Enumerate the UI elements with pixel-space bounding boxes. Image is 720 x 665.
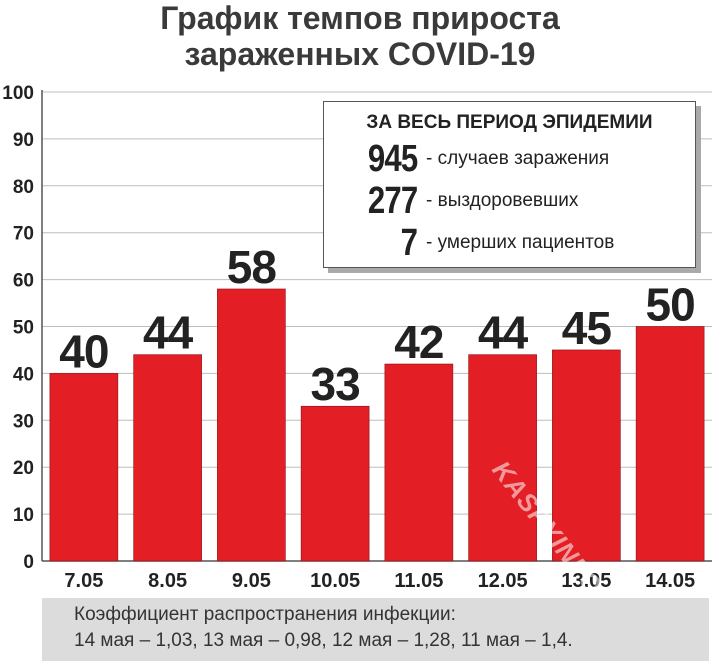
x-tick-label: 7.05 (64, 570, 103, 592)
y-tick-label: 70 (13, 224, 34, 245)
summary-label: - выздоровевших (426, 190, 579, 211)
bar (217, 288, 286, 562)
bar (384, 363, 454, 562)
data-label: 44 (478, 307, 529, 359)
bar (49, 373, 119, 562)
x-tick-label: 13.05 (561, 570, 611, 592)
x-tick-label: 12.05 (478, 570, 528, 592)
data-label: 33 (311, 358, 360, 410)
summary-row-cases: 945 - случаев заражения (324, 138, 695, 182)
summary-value: 945 (367, 138, 417, 180)
y-tick-label: 90 (13, 130, 34, 151)
summary-value: 7 (400, 222, 417, 264)
y-tick-label: 20 (13, 458, 34, 479)
bar-chart: 0 10 20 30 40 50 60 70 80 90 100 40 7.05 44 8.05 58 9.05… (2, 83, 712, 592)
data-label: 45 (562, 302, 612, 354)
data-label: 42 (394, 316, 443, 368)
y-tick-label: 40 (13, 364, 34, 385)
summary-label: - случаев заражения (426, 148, 610, 169)
x-tick-label: 11.05 (394, 570, 443, 592)
x-tick-label: 14.05 (645, 570, 695, 592)
bar (552, 349, 621, 562)
y-tick-label: 30 (13, 411, 34, 432)
chart-title: График темпов прироста зараженных COVID-… (0, 0, 720, 72)
data-label: 50 (646, 279, 695, 331)
bar (468, 354, 537, 562)
y-tick-label: 60 (13, 271, 34, 292)
epidemic-summary-box: ЗА ВЕСЬ ПЕРИОД ЭПИДЕМИИ 945 - случаев за… (323, 101, 696, 268)
summary-header: ЗА ВЕСЬ ПЕРИОД ЭПИДЕМИИ (366, 112, 653, 133)
chart-title-line-2: зараженных COVID-19 (184, 36, 536, 72)
x-tick-label: 8.05 (148, 570, 187, 592)
y-tick-label: 0 (23, 552, 34, 573)
bar (300, 405, 370, 562)
summary-row-deaths: 7 - умерших пациентов (324, 222, 695, 266)
bar (133, 354, 202, 562)
bar (635, 326, 705, 562)
chart-title-line-1: График темпов прироста (160, 0, 560, 36)
y-tick-label: 10 (13, 505, 34, 526)
data-label: 44 (143, 307, 194, 359)
data-label: 40 (59, 325, 108, 377)
summary-value: 277 (367, 180, 417, 222)
y-tick-label: 80 (13, 177, 34, 198)
summary-label: - умерших пациентов (426, 232, 615, 253)
spread-coefficient-note: Коэффициент распространения инфекции: 14… (42, 598, 709, 661)
summary-row-recovered: 277 - выздоровевших (324, 180, 695, 224)
data-label: 58 (227, 241, 277, 293)
note-line-2: 14 мая – 1,03, 13 мая – 0,98, 12 мая – 1… (74, 630, 573, 651)
x-tick-label: 10.05 (310, 570, 360, 592)
x-tick-label: 9.05 (232, 570, 271, 592)
note-line-1: Коэффициент распространения инфекции: (74, 604, 456, 625)
y-tick-label: 50 (13, 318, 34, 339)
y-tick-label: 100 (2, 83, 34, 104)
